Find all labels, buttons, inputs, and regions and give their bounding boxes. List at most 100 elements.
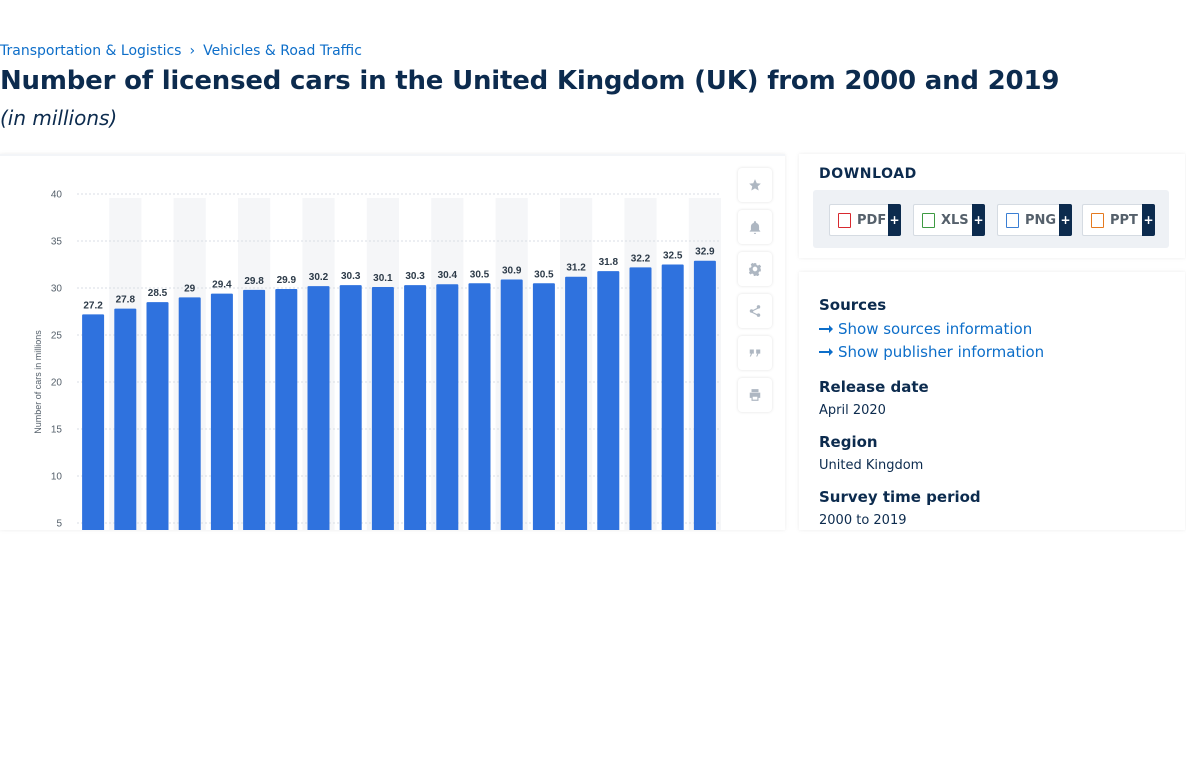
arrow-right-icon bbox=[819, 348, 833, 356]
data-label: 30.1 bbox=[373, 273, 393, 284]
breadcrumb-item-transportation[interactable]: Transportation & Logistics bbox=[0, 43, 182, 59]
y-tick-label: 5 bbox=[56, 519, 62, 530]
show-publisher-link[interactable]: Show publisher information bbox=[819, 343, 1044, 361]
breadcrumb-item-vehicles[interactable]: Vehicles & Road Traffic bbox=[203, 43, 362, 59]
survey-period-section: Survey time period 2000 to 2019 bbox=[819, 488, 981, 528]
bar-2006[interactable] bbox=[275, 288, 298, 530]
bar-2000[interactable] bbox=[82, 314, 105, 530]
bar-2016[interactable] bbox=[597, 271, 620, 530]
release-date-section: Release date April 2020 bbox=[819, 378, 929, 418]
download-png-label: PNG bbox=[1025, 212, 1057, 228]
bar-2013[interactable] bbox=[500, 279, 523, 530]
share-button[interactable] bbox=[738, 294, 772, 328]
download-xls-button[interactable]: XLS + bbox=[913, 204, 985, 236]
download-options: PDF + XLS + PNG + PPT + bbox=[813, 190, 1169, 248]
bar-2018[interactable] bbox=[661, 264, 684, 531]
breadcrumb-separator: › bbox=[189, 43, 196, 59]
download-heading: DOWNLOAD bbox=[819, 166, 917, 182]
bell-icon bbox=[749, 221, 761, 234]
bar-2010[interactable] bbox=[404, 285, 427, 530]
data-label: 29.4 bbox=[212, 280, 232, 291]
data-label: 27.8 bbox=[116, 295, 136, 306]
download-ppt-label: PPT bbox=[1110, 212, 1138, 228]
bar-2019[interactable] bbox=[693, 260, 716, 530]
bar-2003[interactable] bbox=[178, 297, 201, 530]
download-xls-label: XLS bbox=[941, 212, 969, 228]
bar-2014[interactable] bbox=[532, 283, 555, 530]
download-pdf-plus: + bbox=[888, 204, 901, 236]
show-publisher-text: Show publisher information bbox=[838, 343, 1045, 361]
show-sources-text: Show sources information bbox=[838, 320, 1033, 338]
data-label: 30.9 bbox=[502, 266, 522, 277]
bar-2017[interactable] bbox=[629, 267, 652, 530]
survey-period-label: Survey time period bbox=[819, 488, 981, 506]
download-panel: DOWNLOAD PDF + XLS + PNG + PPT + bbox=[799, 154, 1185, 258]
bar-2009[interactable] bbox=[371, 287, 394, 530]
data-label: 30.5 bbox=[534, 269, 554, 280]
bar-2005[interactable] bbox=[243, 289, 266, 530]
chart-card: 5 10 15 20 25 30 35 40 27.2 27.8 28.5 29 29.4 29.8 29… bbox=[0, 154, 785, 530]
release-date-value: April 2020 bbox=[819, 403, 886, 418]
download-png-button[interactable]: PNG + bbox=[997, 204, 1072, 236]
data-label: 32.5 bbox=[663, 251, 683, 262]
pdf-file-icon bbox=[838, 212, 851, 228]
data-label: 29.8 bbox=[244, 276, 264, 287]
data-label: 32.9 bbox=[695, 247, 715, 258]
star-icon bbox=[749, 179, 761, 191]
region-value: United Kingdom bbox=[819, 458, 924, 473]
bar-2011[interactable] bbox=[436, 284, 459, 530]
xls-file-icon bbox=[922, 212, 935, 228]
download-pdf-label: PDF bbox=[857, 212, 887, 228]
y-tick-label: 25 bbox=[51, 331, 63, 342]
bar-2012[interactable] bbox=[468, 283, 491, 530]
data-label: 28.5 bbox=[148, 288, 168, 299]
settings-button[interactable] bbox=[738, 252, 772, 286]
cite-button[interactable] bbox=[738, 336, 772, 370]
bar-2004[interactable] bbox=[210, 293, 233, 530]
data-label: 30.3 bbox=[341, 271, 361, 282]
data-label: 30.5 bbox=[470, 269, 490, 280]
png-file-icon bbox=[1006, 212, 1019, 228]
bar-2002[interactable] bbox=[146, 302, 169, 530]
sources-label: Sources bbox=[819, 296, 887, 314]
arrow-right-icon bbox=[819, 325, 833, 333]
download-png-plus: + bbox=[1059, 204, 1072, 236]
bar-2015[interactable] bbox=[565, 276, 588, 530]
download-ppt-plus: + bbox=[1142, 204, 1155, 236]
release-date-label: Release date bbox=[819, 378, 929, 396]
gear-icon bbox=[748, 262, 762, 276]
data-label: 30.3 bbox=[405, 271, 425, 282]
survey-period-value: 2000 to 2019 bbox=[819, 513, 907, 528]
data-label: 30.4 bbox=[438, 270, 458, 281]
y-tick-label: 30 bbox=[51, 284, 63, 295]
bar-2007[interactable] bbox=[307, 286, 330, 530]
breadcrumb: Transportation & Logistics › Vehicles & … bbox=[0, 43, 362, 59]
share-icon bbox=[749, 305, 761, 317]
bar-2008[interactable] bbox=[339, 285, 362, 530]
sources-section: Sources Show sources information Show pu… bbox=[819, 296, 1044, 361]
bar-chart: 5 10 15 20 25 30 35 40 27.2 27.8 28.5 29 29.4 29.8 29… bbox=[33, 190, 721, 531]
page-title: Number of licensed cars in the United Ki… bbox=[0, 66, 1060, 96]
bar-2001[interactable] bbox=[114, 308, 137, 530]
notification-button[interactable] bbox=[738, 210, 772, 244]
print-button[interactable] bbox=[738, 378, 772, 412]
download-xls-plus: + bbox=[972, 204, 985, 236]
y-tick-label: 35 bbox=[51, 237, 63, 248]
y-tick-label: 15 bbox=[51, 425, 63, 436]
data-label: 29 bbox=[184, 283, 196, 294]
y-tick-label: 10 bbox=[51, 472, 63, 483]
page-subtitle: (in millions) bbox=[0, 106, 118, 130]
download-pdf-button[interactable]: PDF + bbox=[829, 204, 901, 236]
download-ppt-button[interactable]: PPT + bbox=[1082, 204, 1155, 236]
region-section: Region United Kingdom bbox=[819, 433, 923, 473]
print-icon bbox=[749, 389, 761, 401]
y-axis-label: Number of cars in millions bbox=[33, 330, 43, 434]
data-label: 27.2 bbox=[83, 300, 103, 311]
data-label: 32.2 bbox=[631, 253, 651, 264]
show-sources-link[interactable]: Show sources information bbox=[819, 320, 1044, 338]
favorite-button[interactable] bbox=[738, 168, 772, 202]
data-label: 31.8 bbox=[599, 257, 619, 268]
chart-toolbar bbox=[738, 168, 772, 412]
data-label: 30.2 bbox=[309, 272, 329, 283]
data-label: 29.9 bbox=[277, 275, 297, 286]
